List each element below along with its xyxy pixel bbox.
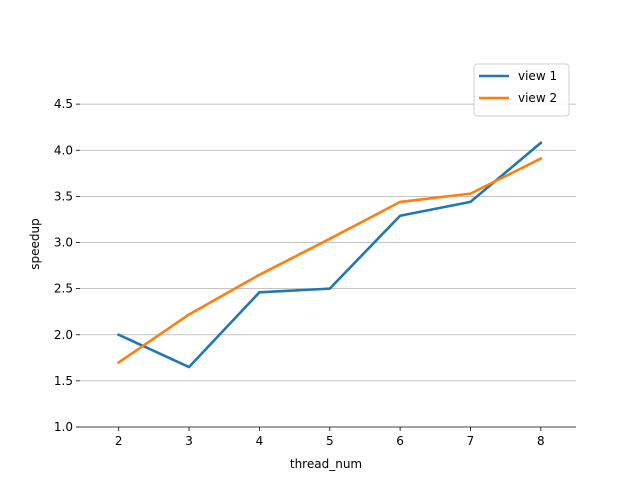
series-line-1 [116, 141, 543, 369]
y-tick-label: 4.0 [54, 143, 73, 157]
x-tick-label: 5 [326, 434, 334, 448]
y-tick-label: 2.0 [54, 328, 73, 342]
y-tick-label: 1.5 [54, 374, 73, 388]
series-line-2 [116, 156, 543, 365]
y-axis-label: speedup [28, 218, 42, 269]
y-tick-label: 2.5 [54, 282, 73, 296]
y-tick-label: 1.0 [54, 420, 73, 434]
y-tick-label: 3.5 [54, 189, 73, 203]
x-axis-label: thread_num [290, 457, 362, 471]
x-tick-label: 2 [115, 434, 123, 448]
legend-label-1: view 1 [518, 69, 557, 83]
y-tick-label: 3.0 [54, 236, 73, 250]
x-tick-label: 3 [185, 434, 193, 448]
x-tick-label: 7 [467, 434, 475, 448]
y-tick-label: 4.5 [54, 97, 73, 111]
x-axis-ticks: 2 3 4 5 6 7 8 [115, 427, 545, 448]
x-tick-label: 8 [537, 434, 545, 448]
legend-label-2: view 2 [518, 91, 557, 105]
x-tick-label: 4 [256, 434, 264, 448]
series-lines [116, 141, 543, 369]
y-axis-ticks: 1.0 1.5 2.0 2.5 3.0 3.5 4.0 4.5 [54, 97, 80, 434]
legend: view 1 view 2 [473, 63, 570, 117]
x-tick-label: 6 [396, 434, 404, 448]
